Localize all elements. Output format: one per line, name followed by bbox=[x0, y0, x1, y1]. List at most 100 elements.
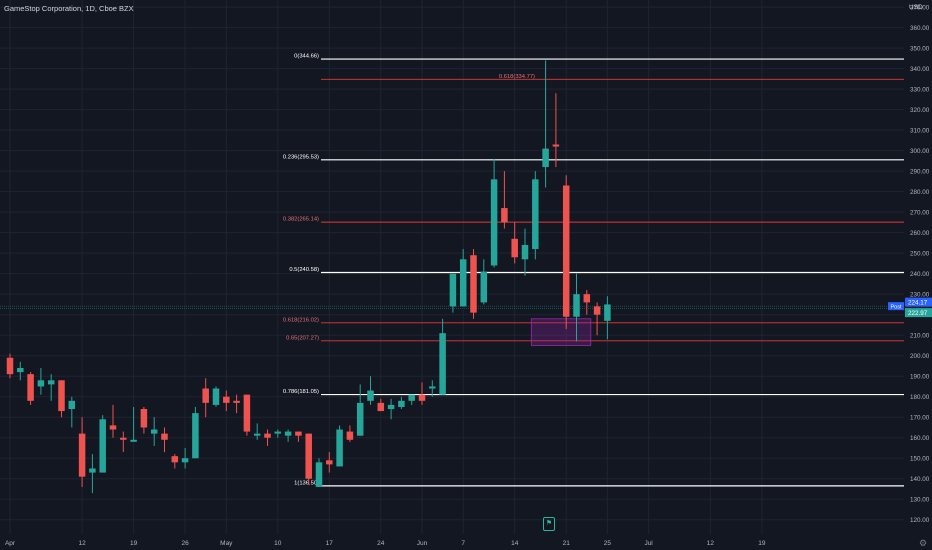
candle bbox=[387, 398, 395, 420]
candle-body bbox=[439, 333, 446, 395]
candle-body bbox=[202, 388, 209, 403]
candle bbox=[521, 228, 529, 276]
fib-level-label: 0.618(216.02) bbox=[283, 317, 319, 323]
fib-level-label: 0.5(240.58) bbox=[289, 267, 319, 273]
candle-body bbox=[223, 396, 230, 403]
candle-body bbox=[336, 429, 343, 467]
price-axis[interactable]: 120.00 130.00 140.00 150.00 160.00 170.00 180.… bbox=[888, 4, 932, 524]
post-badge-label: Post bbox=[890, 304, 901, 310]
y-tick-label: 300.00 bbox=[910, 148, 930, 155]
y-tick-label: 200.00 bbox=[910, 353, 930, 360]
fib-level-label: 0(344.66) bbox=[294, 54, 319, 60]
candle bbox=[490, 158, 498, 268]
candle-body bbox=[480, 271, 488, 303]
candle bbox=[233, 394, 240, 414]
candle-body bbox=[367, 390, 374, 401]
symbol-title[interactable]: GameStop Corporation, 1D, Cboe BZX bbox=[4, 4, 134, 13]
candle-body bbox=[295, 431, 302, 436]
candle bbox=[27, 372, 34, 405]
candle-body bbox=[408, 394, 415, 401]
fib-level-label: 0.618(334.77) bbox=[499, 74, 535, 80]
candle bbox=[408, 394, 415, 405]
candle-body bbox=[511, 238, 518, 258]
candle-body bbox=[47, 380, 55, 385]
candle bbox=[78, 417, 86, 487]
y-tick-label: 260.00 bbox=[910, 230, 930, 237]
candle-body bbox=[130, 439, 137, 442]
candle bbox=[202, 378, 209, 418]
candle-body bbox=[552, 144, 560, 147]
candle bbox=[89, 454, 96, 494]
candle bbox=[532, 171, 539, 260]
price-badge bbox=[905, 308, 932, 318]
candle bbox=[459, 249, 467, 307]
candle-body bbox=[377, 402, 385, 412]
time-axis[interactable]: Apr 12 19 26 May 10 17 24 Jun 7 14 21 25 Jul 12 19 bbox=[5, 540, 766, 547]
fib-level-label: 0.236(295.53) bbox=[283, 154, 319, 160]
candle bbox=[604, 296, 611, 340]
candle-body bbox=[470, 255, 477, 313]
post-badge bbox=[888, 302, 904, 311]
fib-level-label: 0.786(181.05) bbox=[283, 389, 319, 395]
candle-body bbox=[150, 429, 158, 434]
candle-body bbox=[542, 148, 549, 168]
candle-body bbox=[398, 400, 405, 407]
candle-body bbox=[6, 357, 14, 375]
x-tick-label: 12 bbox=[78, 540, 86, 547]
candle-body bbox=[212, 388, 220, 405]
candle-body bbox=[356, 402, 364, 436]
x-tick-label: 14 bbox=[511, 540, 519, 547]
y-tick-label: 130.00 bbox=[910, 497, 930, 504]
candle-body bbox=[192, 413, 199, 459]
candle-body bbox=[315, 462, 323, 487]
y-tick-label: 240.00 bbox=[910, 271, 930, 278]
candle bbox=[336, 425, 343, 467]
candle bbox=[99, 415, 106, 473]
y-tick-label: 360.00 bbox=[910, 25, 930, 32]
candle bbox=[58, 380, 65, 418]
x-tick-label: Jun bbox=[417, 540, 428, 547]
candle bbox=[284, 429, 292, 442]
candle-body bbox=[17, 368, 24, 373]
y-tick-label: 230.00 bbox=[910, 291, 930, 298]
y-tick-label: 340.00 bbox=[910, 66, 930, 73]
highlight-zone-box[interactable] bbox=[530, 318, 592, 346]
candle-body bbox=[140, 409, 148, 428]
y-tick-label: 160.00 bbox=[910, 435, 930, 442]
candle bbox=[346, 425, 354, 442]
candle-body bbox=[521, 244, 529, 260]
candle bbox=[17, 361, 24, 381]
candles-series bbox=[6, 60, 611, 494]
fibonacci-retracement[interactable]: 0(344.66) 0.618(334.77) 0.236(295.53) 0.382… bbox=[283, 54, 904, 487]
candle-body bbox=[68, 400, 76, 410]
candle bbox=[109, 404, 117, 438]
candle bbox=[583, 290, 591, 315]
y-tick-label: 290.00 bbox=[910, 168, 930, 175]
y-tick-label: 210.00 bbox=[910, 332, 930, 339]
candle-body bbox=[583, 294, 591, 303]
candle bbox=[356, 384, 364, 436]
candle-body bbox=[449, 273, 457, 307]
price-badge bbox=[905, 297, 932, 307]
highlight-zone[interactable] bbox=[530, 318, 592, 346]
candle bbox=[552, 93, 560, 168]
candle-body bbox=[562, 185, 570, 317]
candle bbox=[140, 406, 148, 434]
gear-icon[interactable]: ⚙ bbox=[918, 538, 928, 548]
flag-icon[interactable]: ⚑ bbox=[543, 517, 555, 531]
candle-body bbox=[274, 431, 282, 434]
candle bbox=[326, 452, 333, 473]
candle bbox=[593, 302, 601, 336]
candle bbox=[68, 396, 76, 428]
candle-body bbox=[78, 433, 86, 477]
candle bbox=[377, 398, 385, 412]
candle-body bbox=[573, 294, 580, 317]
candle bbox=[470, 249, 477, 319]
candle bbox=[130, 406, 137, 442]
y-tick-label: 170.00 bbox=[910, 415, 930, 422]
x-tick-label: 26 bbox=[181, 540, 189, 547]
candle bbox=[47, 374, 55, 401]
y-tick-label: 190.00 bbox=[910, 374, 930, 381]
candle bbox=[274, 429, 282, 438]
